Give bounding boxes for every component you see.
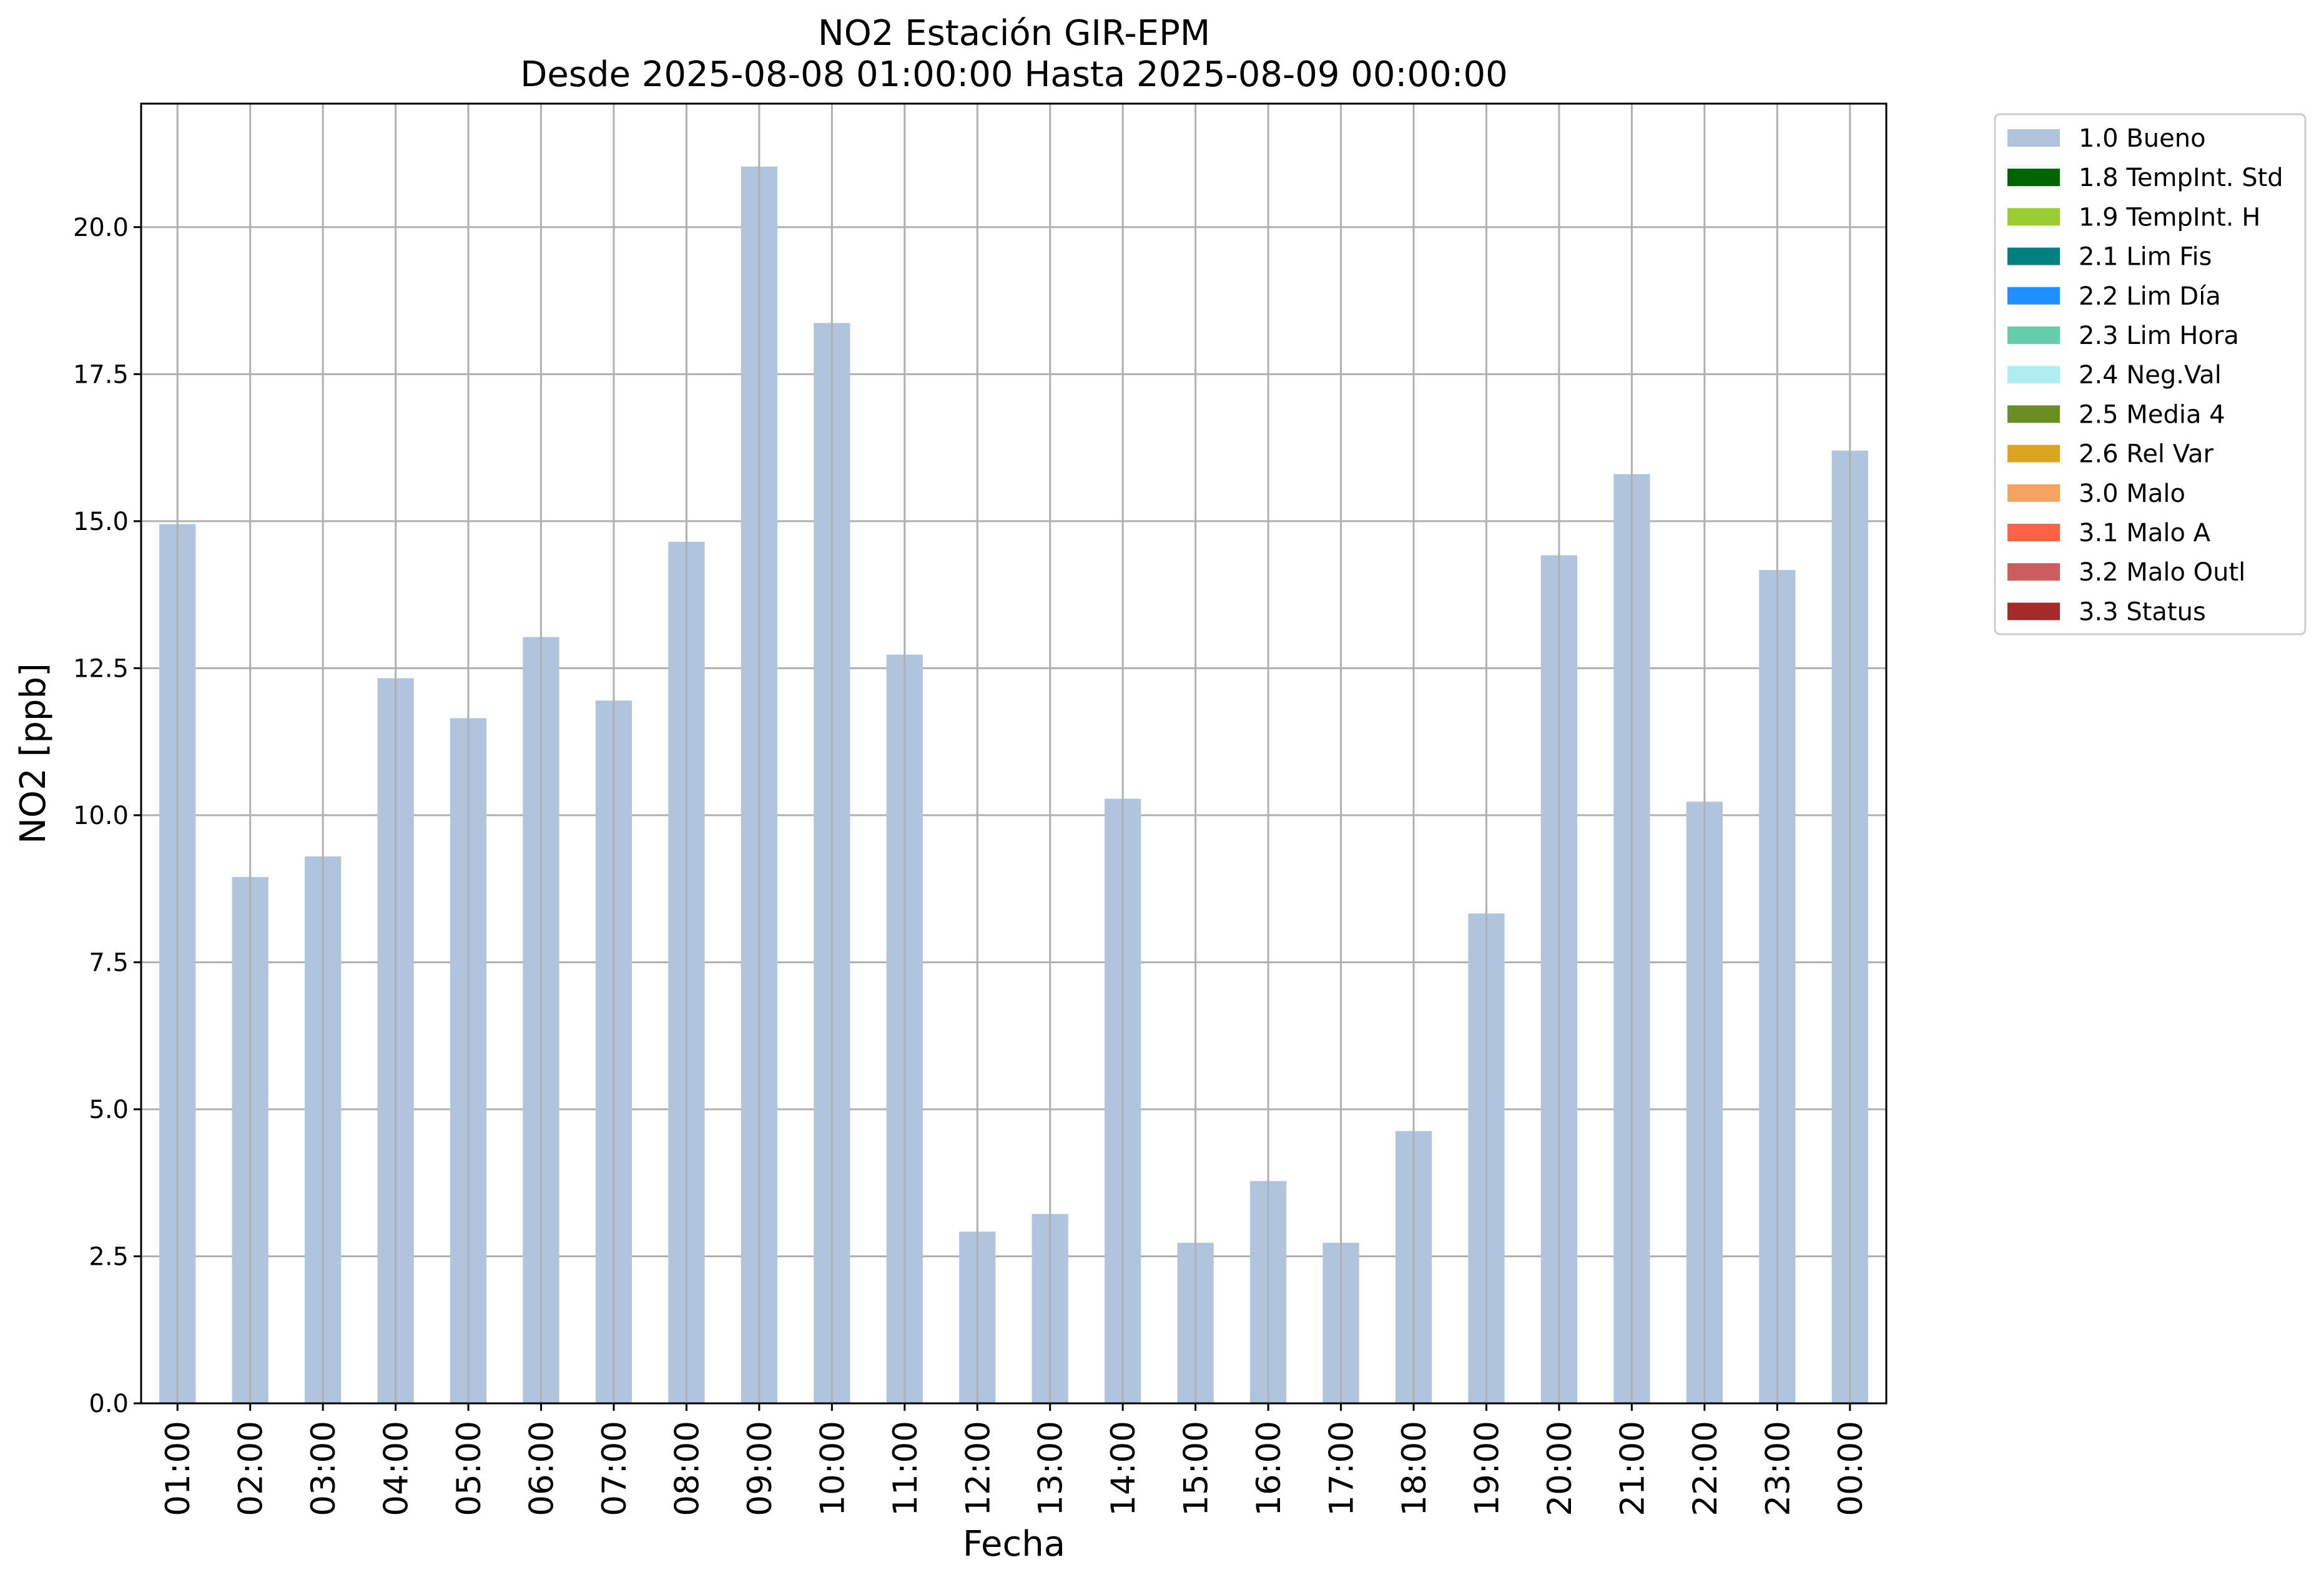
legend-swatch xyxy=(2007,287,2060,305)
x-tick-label: 03:00 xyxy=(305,1421,343,1516)
vertical-grid-lines xyxy=(176,104,1851,1403)
legend-label: 1.0 Bueno xyxy=(2079,124,2206,153)
legend-label: 3.3 Status xyxy=(2079,597,2206,626)
x-tick-label: 14:00 xyxy=(1105,1421,1143,1516)
legend: 1.0 Bueno 1.8 TempInt. Std 1.9 TempInt. H 2… xyxy=(1994,113,2307,635)
legend-label: 2.3 Lim Hora xyxy=(2079,321,2239,350)
chart-title: NO2 Estación GIR-EPM xyxy=(818,13,1210,54)
x-axis-ticks: 01:00 02:00 03:00 04:00 05:00 06:00 07:00 08:00… xyxy=(159,1403,1870,1516)
x-tick-label: 01:00 xyxy=(159,1421,197,1516)
legend-label: 2.2 Lim Día xyxy=(2079,282,2221,311)
x-tick-label: 08:00 xyxy=(668,1421,706,1516)
y-tick-label: 0.0 xyxy=(89,1390,129,1418)
legend-swatch xyxy=(2007,524,2060,541)
x-tick-label: 10:00 xyxy=(814,1421,852,1516)
legend-swatch xyxy=(2007,484,2060,502)
legend-label: 1.9 TempInt. H xyxy=(2079,203,2260,232)
x-axis-label: Fecha xyxy=(963,1524,1065,1564)
plot-frame xyxy=(140,102,1888,1405)
x-tick-label: 00:00 xyxy=(1832,1421,1870,1516)
y-tick-label: 20.0 xyxy=(73,213,129,242)
legend-swatch xyxy=(2007,444,2060,463)
legend-label: 2.6 Rel Var xyxy=(2079,440,2214,469)
x-tick-label: 07:00 xyxy=(596,1421,634,1516)
x-tick-label: 19:00 xyxy=(1468,1421,1506,1516)
x-tick-label: 21:00 xyxy=(1613,1421,1652,1516)
x-tick-label: 06:00 xyxy=(523,1421,561,1516)
x-tick-label: 11:00 xyxy=(887,1421,925,1516)
x-tick-label: 22:00 xyxy=(1686,1421,1725,1516)
legend-swatch xyxy=(2007,208,2060,226)
x-tick-label: 02:00 xyxy=(232,1421,270,1516)
legend-swatch xyxy=(2007,602,2060,621)
legend-swatch xyxy=(2007,326,2060,344)
y-tick-label: 2.5 xyxy=(89,1242,129,1271)
x-tick-label: 23:00 xyxy=(1759,1421,1797,1516)
y-tick-label: 10.0 xyxy=(73,802,129,830)
y-tick-label: 15.0 xyxy=(73,508,129,536)
y-axis-label: NO2 [ppb] xyxy=(13,663,54,844)
legend-label: 3.2 Malo Outl xyxy=(2079,558,2245,587)
legend-frame xyxy=(1994,113,2307,635)
legend-swatch xyxy=(2007,563,2060,581)
y-tick-label: 5.0 xyxy=(89,1096,129,1124)
legend-label: 1.8 TempInt. Std xyxy=(2079,164,2283,192)
legend-label: 2.5 Media 4 xyxy=(2079,400,2225,429)
bars xyxy=(159,166,1868,1404)
y-tick-label: 12.5 xyxy=(73,654,129,683)
x-tick-label: 15:00 xyxy=(1178,1421,1216,1516)
legend-swatch xyxy=(2007,366,2060,384)
y-tick-label: 17.5 xyxy=(73,360,129,389)
legend-swatch xyxy=(2007,129,2060,147)
grid-lines xyxy=(141,226,1886,1405)
x-tick-label: 13:00 xyxy=(1032,1421,1070,1516)
legend-swatch xyxy=(2007,169,2060,187)
x-tick-label: 18:00 xyxy=(1396,1421,1434,1516)
x-tick-label: 05:00 xyxy=(450,1421,488,1516)
legend-label: 2.1 Lim Fis xyxy=(2079,243,2212,272)
x-tick-label: 09:00 xyxy=(741,1421,779,1516)
legend-label: 2.4 Neg.Val xyxy=(2079,361,2222,390)
x-tick-label: 20:00 xyxy=(1541,1421,1579,1516)
x-tick-label: 17:00 xyxy=(1323,1421,1361,1516)
legend-label: 3.1 Malo A xyxy=(2079,519,2211,547)
x-tick-label: 04:00 xyxy=(378,1421,416,1516)
y-axis-ticks: 0.0 2.5 5.0 7.5 10.0 12.5 15.0 17.5 20.0 xyxy=(73,213,141,1418)
y-tick-label: 7.5 xyxy=(89,948,129,977)
legend-label: 3.0 Malo xyxy=(2079,479,2185,508)
legend-swatch xyxy=(2007,247,2060,265)
x-tick-label: 16:00 xyxy=(1250,1421,1288,1516)
x-tick-label: 12:00 xyxy=(959,1421,997,1516)
legend-swatch xyxy=(2007,405,2060,423)
chart-subtitle: Desde 2025-08-08 01:00:00 Hasta 2025-08-… xyxy=(520,54,1508,95)
